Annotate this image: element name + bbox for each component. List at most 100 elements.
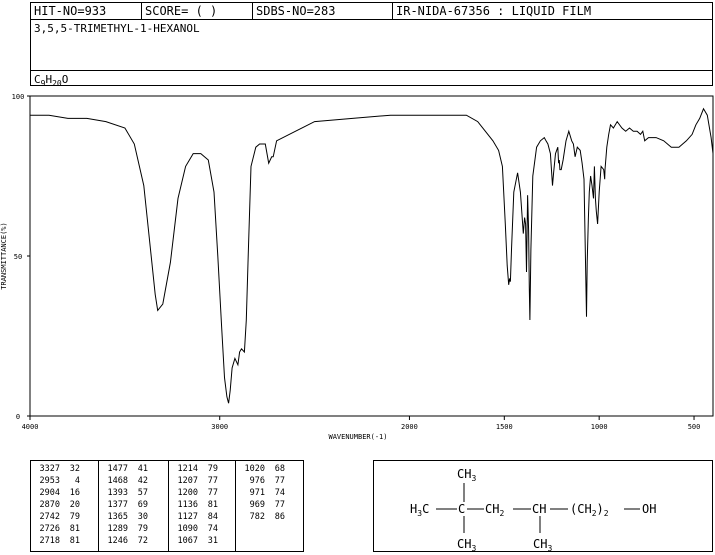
peak-row: 1377 69 <box>104 499 148 511</box>
peak-wavenumber: 1207 <box>177 476 198 486</box>
peak-wavenumber: 1214 <box>177 464 198 474</box>
y-tick-label: 50 <box>14 253 22 261</box>
x-tick-label: 4000 <box>22 423 39 431</box>
peak-wavenumber: 1477 <box>107 464 128 474</box>
peak-wavenumber: 971 <box>249 488 265 498</box>
peak-transmittance: 4 <box>74 476 80 486</box>
methyl-bottom: CH3 <box>457 537 476 551</box>
peak-transmittance: 79 <box>137 524 148 534</box>
peak-transmittance: 77 <box>207 488 218 498</box>
peak-transmittance: 86 <box>274 512 285 522</box>
peak-row: 2870 20 <box>36 499 80 511</box>
peak-row: 2726 81 <box>36 523 80 535</box>
peak-transmittance: 69 <box>137 500 148 510</box>
ir-info: IR-NIDA-67356 : LIQUID FILM <box>396 4 592 18</box>
peak-wavenumber: 1365 <box>107 512 128 522</box>
peak-transmittance: 81 <box>207 500 218 510</box>
peak-row: 1090 74 <box>174 523 218 535</box>
peak-transmittance: 42 <box>137 476 148 486</box>
column-divider <box>235 461 236 551</box>
peak-wavenumber: 782 <box>249 512 265 522</box>
peak-row: 1067 31 <box>174 535 218 547</box>
peak-transmittance: 68 <box>274 464 285 474</box>
x-axis-label: WAVENUMBER(-1) <box>328 433 387 441</box>
peak-transmittance: 81 <box>69 536 80 546</box>
peak-row: 1246 72 <box>104 535 148 547</box>
peak-wavenumber: 1377 <box>107 500 128 510</box>
peak-wavenumber: 2870 <box>39 500 60 510</box>
x-tick-label: 2000 <box>401 423 418 431</box>
ethylene-chain: (CH2)2 <box>570 502 609 518</box>
peak-row: 1477 41 <box>104 463 148 475</box>
peak-row: 2718 81 <box>36 535 80 547</box>
peak-wavenumber: 2742 <box>39 512 60 522</box>
peak-row: 1365 30 <box>104 511 148 523</box>
peak-transmittance: 77 <box>207 476 218 486</box>
peak-wavenumber: 1468 <box>107 476 128 486</box>
spectrum-trace <box>30 107 714 404</box>
y-axis-label: TRANSMITTANCE(%) <box>0 222 8 289</box>
score: SCORE= ( ) <box>142 3 253 19</box>
header-info-row: HIT-NO=933 SCORE= ( ) SDBS-NO=283 IR-NID… <box>31 3 712 20</box>
spectrum-header: HIT-NO=933 SCORE= ( ) SDBS-NO=283 IR-NID… <box>30 2 713 89</box>
peak-wavenumber: 1020 <box>244 464 265 474</box>
peak-wavenumber: 3327 <box>39 464 60 474</box>
peak-wavenumber: 1067 <box>177 536 198 546</box>
peak-transmittance: 41 <box>137 464 148 474</box>
peak-transmittance: 74 <box>207 524 218 534</box>
peak-transmittance: 74 <box>274 488 285 498</box>
peak-column: 1020 68 976 77 971 74 969 77 782 86 <box>241 463 285 523</box>
molecular-formula: C9H20O <box>34 73 69 89</box>
peak-row: 1214 79 <box>174 463 218 475</box>
x-tick-label: 1000 <box>591 423 608 431</box>
peak-row: 2742 79 <box>36 511 80 523</box>
peak-transmittance: 16 <box>69 488 80 498</box>
peak-row: 1468 42 <box>104 475 148 487</box>
peak-column: 3327 32 2953 4 2904 16 2870 20 2742 79 2726 81 2718 8… <box>36 463 80 547</box>
peak-row: 2904 16 <box>36 487 80 499</box>
peak-transmittance: 81 <box>69 524 80 534</box>
peak-row: 1207 77 <box>174 475 218 487</box>
divider <box>31 70 712 71</box>
peak-transmittance: 79 <box>69 512 80 522</box>
peak-wavenumber: 1200 <box>177 488 198 498</box>
peak-row: 3327 32 <box>36 463 80 475</box>
peak-transmittance: 32 <box>69 464 80 474</box>
chemical-structure: CH3 H3C C CH2 CH (CH2)2 OH CH3 CH3 <box>373 460 713 553</box>
hydroxyl-group: OH <box>642 502 656 516</box>
peak-column: 1477 41 1468 42 1393 57 1377 69 1365 30 1289 79 1246… <box>104 463 148 547</box>
peak-column: 1214 79 1207 77 1200 77 1136 81 1127 84 1090 74 1067… <box>174 463 218 547</box>
peak-wavenumber: 2953 <box>39 476 60 486</box>
structure-diagram: CH3 H3C C CH2 CH (CH2)2 OH CH3 CH3 <box>410 467 656 553</box>
peak-wavenumber: 2718 <box>39 536 60 546</box>
peak-wavenumber: 1289 <box>107 524 128 534</box>
methyl-left: H3C <box>410 502 429 518</box>
peak-wavenumber: 1393 <box>107 488 128 498</box>
peak-transmittance: 79 <box>207 464 218 474</box>
y-tick-label: 0 <box>16 413 20 421</box>
peak-wavenumber: 969 <box>249 500 265 510</box>
peak-transmittance: 57 <box>137 488 148 498</box>
y-tick-label: 100 <box>12 93 25 101</box>
peak-row: 969 77 <box>241 499 285 511</box>
x-tick-label: 1500 <box>496 423 513 431</box>
sdbs-number: SDBS-NO=283 <box>253 3 393 19</box>
peak-transmittance: 31 <box>207 536 218 546</box>
peak-transmittance: 20 <box>69 500 80 510</box>
peak-transmittance: 77 <box>274 500 285 510</box>
peak-row: 971 74 <box>241 487 285 499</box>
peak-transmittance: 77 <box>274 476 285 486</box>
methyl-top: CH3 <box>457 467 476 483</box>
peak-transmittance: 84 <box>207 512 218 522</box>
peak-row: 1200 77 <box>174 487 218 499</box>
compound-name: 3,5,5-TRIMETHYL-1-HEXANOL <box>34 22 200 35</box>
peak-row: 1127 84 <box>174 511 218 523</box>
x-tick-label: 500 <box>688 423 701 431</box>
peak-row: 1020 68 <box>241 463 285 475</box>
methyl-branch: CH3 <box>533 537 552 551</box>
peak-row: 1289 79 <box>104 523 148 535</box>
peak-row: 1136 81 <box>174 499 218 511</box>
hit-number: HIT-NO=933 <box>31 3 142 19</box>
x-tick-label: 3000 <box>211 423 228 431</box>
